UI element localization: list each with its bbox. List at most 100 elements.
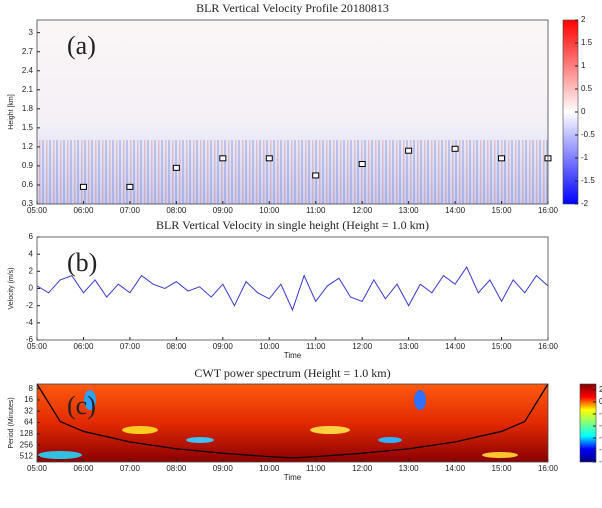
x-tick-label: 08:00 (166, 206, 187, 215)
marker (219, 155, 227, 162)
panel-label: (b) (67, 248, 97, 277)
colorbar-tick-label: -6 (599, 433, 602, 442)
heatmap-texture (37, 140, 548, 204)
x-tick-label: 07:00 (120, 464, 141, 473)
y-tick-label: 64 (24, 418, 33, 427)
colorbar-tick-label: -1.5 (581, 176, 595, 185)
y-tick-label: 2.1 (22, 85, 34, 94)
x-tick-label: 06:00 (73, 464, 94, 473)
marker (451, 145, 459, 152)
marker (312, 172, 320, 179)
y-tick-label: 1.8 (22, 104, 34, 113)
x-tick-label: 13:00 (399, 342, 420, 351)
y-tick-label: 0.9 (22, 161, 34, 170)
x-tick-label: 09:00 (213, 206, 234, 215)
y-axis-label: Height [km] (8, 94, 15, 129)
y-tick-label: 0 (29, 284, 34, 293)
chart-title: CWT power spectrum (Height = 1.0 km) (194, 366, 390, 380)
x-tick-label: 12:00 (352, 342, 373, 351)
x-tick-label: 08:00 (166, 464, 187, 473)
colorbar-tick-label: -4 (599, 421, 602, 430)
colorbar-tick-label: 2 (581, 15, 586, 24)
x-tick-label: 15:00 (492, 464, 513, 473)
x-tick-label: 10:00 (259, 342, 280, 351)
y-tick-label: 1.5 (22, 123, 34, 132)
y-tick-label: 8 (29, 384, 34, 393)
x-tick-label: 12:00 (352, 464, 373, 473)
marker (126, 183, 134, 190)
marker (358, 161, 366, 168)
plot-frame (36, 236, 549, 341)
marker (405, 147, 413, 154)
y-tick-label: 256 (20, 440, 34, 449)
y-tick-label: -4 (26, 318, 34, 327)
y-tick-label: 6 (29, 232, 34, 241)
x-tick-label: 08:00 (166, 342, 187, 351)
x-tick-label: 10:00 (259, 464, 280, 473)
marker (172, 164, 180, 171)
x-tick-label: 15:00 (492, 206, 513, 215)
y-axis-label: Velocity (m/s) (8, 267, 15, 309)
cone-of-influence (36, 383, 549, 459)
x-tick-label: 14:00 (445, 342, 466, 351)
y-axis-label: Period (Minutes) (8, 397, 15, 448)
x-tick-label: 05:00 (27, 464, 48, 473)
x-tick-label: 13:00 (399, 206, 420, 215)
marker (79, 183, 87, 190)
x-tick-label: 07:00 (120, 342, 141, 351)
colorbar-tick-label: -8 (599, 445, 602, 454)
x-tick-label: 05:00 (27, 206, 48, 215)
plot-frame (36, 19, 549, 205)
x-tick-label: 09:00 (213, 464, 234, 473)
colorbar-tick-label: 0 (599, 397, 602, 406)
x-axis-label: Time (284, 351, 302, 360)
y-tick-label: 512 (20, 452, 34, 461)
y-tick-label: 2 (29, 266, 34, 275)
x-tick-label: 14:00 (445, 206, 466, 215)
y-tick-label: 3 (29, 28, 34, 37)
marker (498, 155, 506, 162)
x-tick-label: 16:00 (538, 342, 559, 351)
colorbar-tick-label: 0 (581, 107, 586, 116)
x-tick-label: 14:00 (445, 464, 466, 473)
colorbar-tick-label: 0.5 (581, 84, 593, 93)
line (36, 266, 549, 312)
colorbar-tick-label: -1 (581, 153, 589, 162)
colorbar-tick-label: 1.5 (581, 38, 593, 47)
heatmap-texture (38, 390, 518, 459)
x-tick-label: 16:00 (538, 464, 559, 473)
x-axis-label: Time (284, 473, 302, 482)
colorbar-tick-label: -10 (599, 457, 602, 466)
y-tick-label: 16 (24, 395, 33, 404)
y-tick-label: -2 (26, 301, 34, 310)
x-tick-label: 06:00 (73, 206, 94, 215)
x-tick-label: 12:00 (352, 206, 373, 215)
y-tick-label: 2.4 (22, 66, 34, 75)
x-tick-label: 11:00 (306, 464, 326, 473)
y-tick-label: -6 (26, 335, 34, 344)
y-tick-label: 0.6 (22, 180, 34, 189)
panel-label: (a) (67, 31, 96, 60)
colorbar-tick-label: -2 (599, 409, 602, 418)
chart-title: BLR Vertical Velocity in single height (… (156, 218, 429, 232)
colorbar-tick-label: 1 (581, 61, 586, 70)
y-tick-label: 128 (20, 429, 34, 438)
chart-title: BLR Vertical Velocity Profile 20180813 (196, 1, 389, 15)
x-tick-label: 11:00 (306, 342, 326, 351)
y-tick-label: 2.7 (22, 47, 34, 56)
y-tick-label: 0.3 (22, 199, 34, 208)
y-tick-label: 4 (29, 249, 34, 258)
x-tick-label: 11:00 (306, 206, 326, 215)
panel-label: (c) (67, 391, 96, 420)
colorbar-tick-label: -0.5 (581, 130, 595, 139)
colorbar (579, 383, 597, 463)
x-tick-label: 07:00 (120, 206, 141, 215)
colorbar-tick-label: 2 (599, 385, 602, 394)
x-tick-label: 05:00 (27, 342, 48, 351)
x-tick-label: 13:00 (399, 464, 420, 473)
x-tick-label: 09:00 (213, 342, 234, 351)
x-tick-label: 16:00 (538, 206, 559, 215)
y-tick-label: 1.2 (22, 142, 34, 151)
x-tick-label: 06:00 (73, 342, 94, 351)
